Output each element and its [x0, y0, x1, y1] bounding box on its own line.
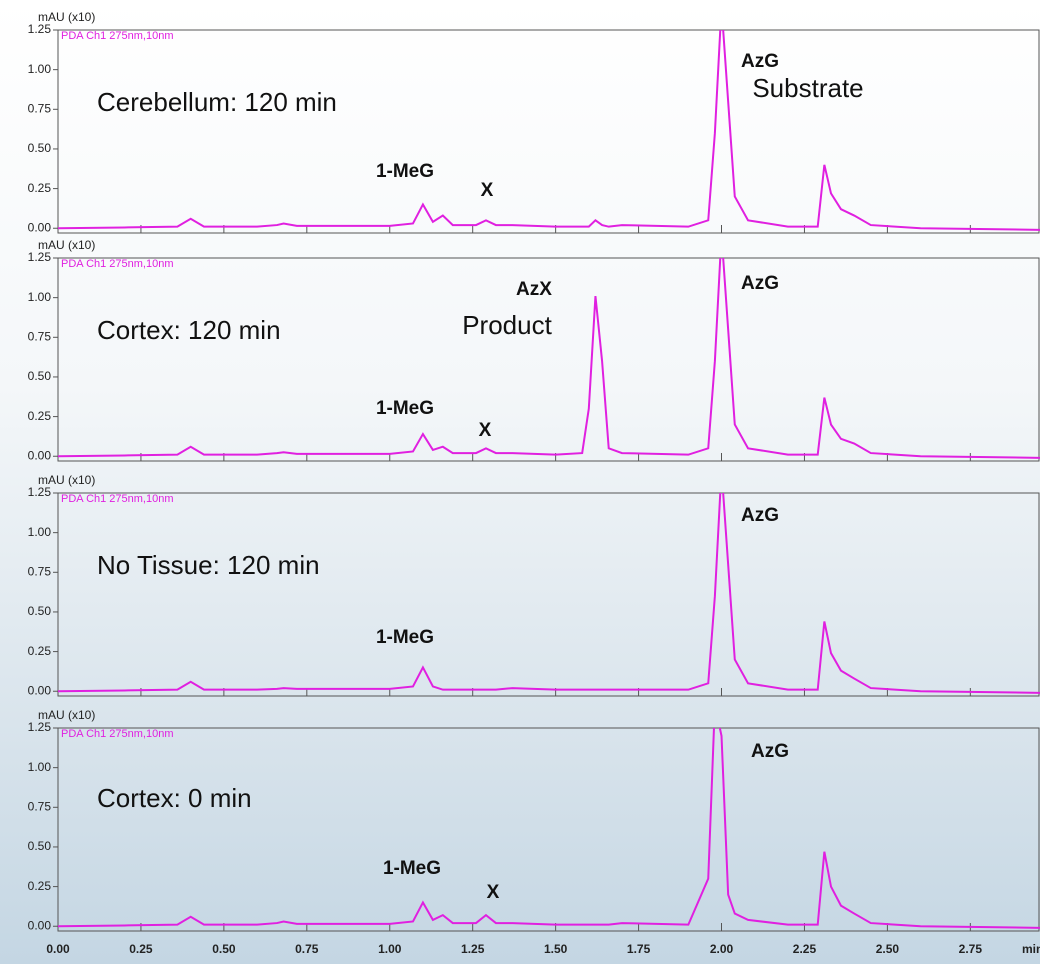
peak-label: AzG [741, 51, 779, 72]
y-tick-label: 0.25 [28, 409, 52, 423]
peak-label: 1-MeG [376, 398, 434, 419]
x-tick-label: 0.00 [46, 942, 70, 956]
x-tick-label: 0.25 [129, 942, 153, 956]
peak-label: Product [462, 310, 552, 340]
plot-frame [57, 727, 1040, 932]
y-axis-label: mAU (x10) [38, 10, 95, 24]
y-tick-label: 0.00 [28, 220, 52, 234]
plot-frame [57, 29, 1040, 234]
trace [58, 30, 1040, 231]
peak-label: 1-MeG [376, 627, 434, 648]
peak-label: AzX [516, 279, 552, 300]
x-tick-label: 1.50 [544, 942, 568, 956]
trace [58, 493, 1040, 694]
x-axis-label: min [1022, 942, 1040, 956]
y-tick-label: 0.00 [28, 918, 52, 932]
y-tick-label: 0.25 [28, 879, 52, 893]
x-tick-label: 1.25 [461, 942, 485, 956]
y-tick-label: 0.50 [28, 141, 52, 155]
y-tick-label: 1.25 [28, 250, 52, 264]
y-tick-label: 0.25 [28, 644, 52, 658]
y-tick-label: 0.75 [28, 329, 52, 343]
y-tick-label: 0.75 [28, 101, 52, 115]
x-tick-label: 1.00 [378, 942, 402, 956]
x-tick-label: 0.75 [295, 942, 319, 956]
y-tick-label: 1.25 [28, 485, 52, 499]
trace [58, 258, 1040, 459]
y-axis-label: mAU (x10) [38, 708, 95, 722]
x-tick-label: 0.50 [212, 942, 236, 956]
y-tick-label: 1.25 [28, 720, 52, 734]
x-tick-label: 1.75 [627, 942, 651, 956]
peak-label: AzG [741, 505, 779, 526]
peak-label: 1-MeG [383, 858, 441, 879]
plot-frame [57, 492, 1040, 697]
y-tick-label: 1.00 [28, 525, 52, 539]
x-tick-label: 2.00 [710, 942, 734, 956]
trace [58, 728, 1040, 929]
y-tick-label: 0.50 [28, 369, 52, 383]
panel-title: Cortex: 120 min [97, 315, 281, 345]
y-tick-label: 0.50 [28, 604, 52, 618]
y-axis-label: mAU (x10) [38, 238, 95, 252]
y-tick-label: 1.00 [28, 62, 52, 76]
y-tick-label: 1.00 [28, 290, 52, 304]
panel-title: Cortex: 0 min [97, 783, 252, 813]
y-tick-label: 0.50 [28, 839, 52, 853]
y-tick-label: 0.00 [28, 683, 52, 697]
x-tick-label: 2.25 [793, 942, 817, 956]
channel-label: PDA Ch1 275nm,10nm [61, 728, 174, 740]
y-tick-label: 0.25 [28, 181, 52, 195]
y-tick-label: 1.00 [28, 760, 52, 774]
channel-label: PDA Ch1 275nm,10nm [61, 30, 174, 42]
channel-label: PDA Ch1 275nm,10nm [61, 493, 174, 505]
y-tick-label: 0.00 [28, 448, 52, 462]
panel-title: Cerebellum: 120 min [97, 87, 337, 117]
peak-label: X [487, 882, 500, 903]
plot-frame [57, 257, 1040, 462]
x-tick-label: 2.75 [959, 942, 983, 956]
peak-label: X [481, 180, 494, 201]
peak-label: Substrate [752, 73, 863, 103]
peak-label: AzG [741, 273, 779, 294]
x-tick-label: 2.50 [876, 942, 900, 956]
peak-label: AzG [751, 741, 789, 762]
channel-label: PDA Ch1 275nm,10nm [61, 258, 174, 270]
y-tick-label: 1.25 [28, 22, 52, 36]
y-axis-label: mAU (x10) [38, 473, 95, 487]
panel-title: No Tissue: 120 min [97, 550, 320, 580]
peak-label: X [479, 420, 492, 441]
y-tick-label: 0.75 [28, 564, 52, 578]
y-tick-label: 0.75 [28, 799, 52, 813]
peak-label: 1-MeG [376, 161, 434, 182]
